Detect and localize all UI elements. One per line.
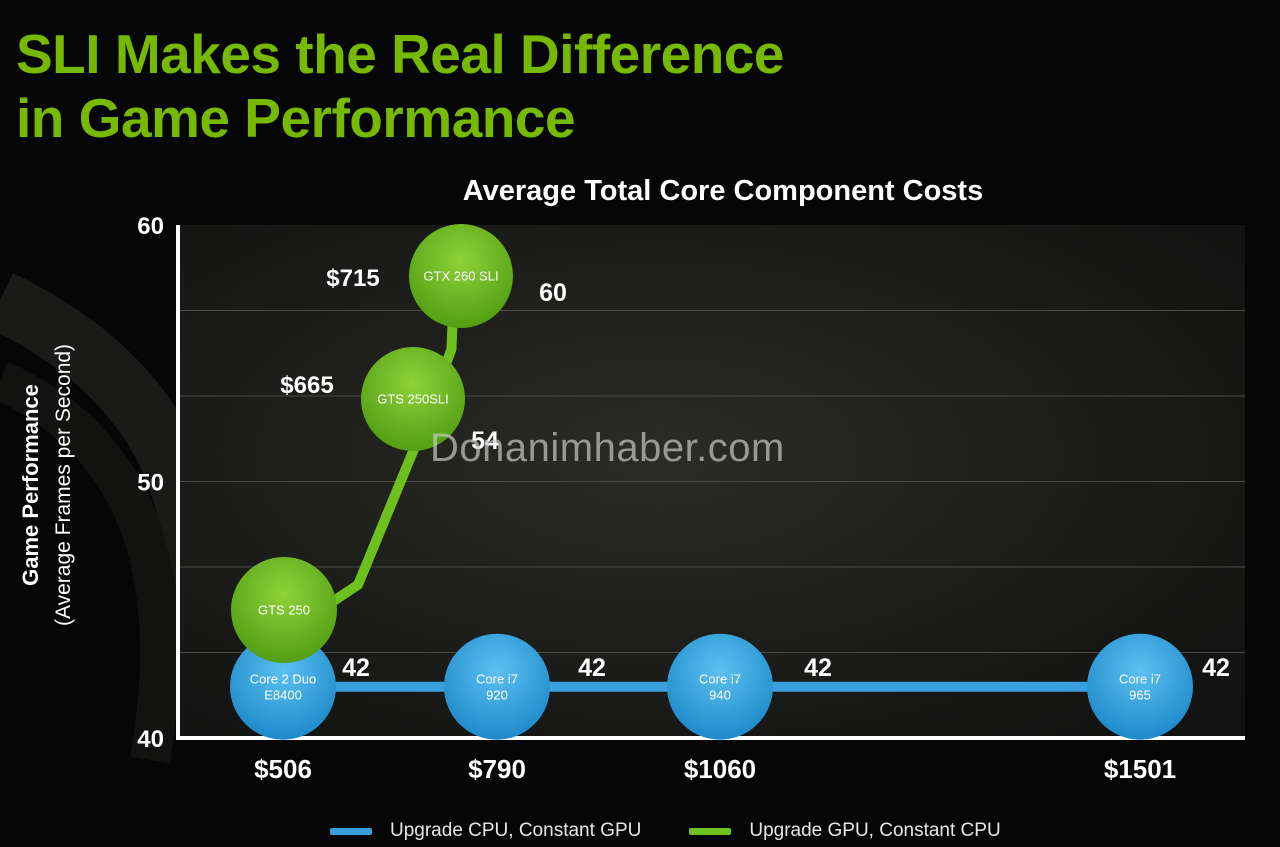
legend-label-cpu: Upgrade CPU, Constant GPU xyxy=(390,820,642,841)
gpu-bubble-2-label: GTS 250SLI xyxy=(377,392,449,407)
slide-title: SLI Makes the Real Difference in Game Pe… xyxy=(16,22,785,150)
x-tick-label: $506 xyxy=(254,754,312,784)
legend-item-gpu: Upgrade GPU, Constant CPU xyxy=(689,820,1001,842)
x-tick-label: $1060 xyxy=(684,754,756,784)
legend-swatch-cpu xyxy=(330,827,372,835)
cpu-bubble-3-label: 940 xyxy=(709,687,731,702)
cpu-value-label: 42 xyxy=(1202,654,1230,682)
x-tick-label: $1501 xyxy=(1104,754,1176,784)
chart-title: Average Total Core Component Costs xyxy=(463,175,983,207)
cpu-bubble-2-label: 920 xyxy=(486,687,508,702)
cpu-bubble-3 xyxy=(667,633,773,740)
legend-swatch-gpu xyxy=(689,827,732,835)
y-axis-sublabel: (Average Frames per Second) xyxy=(52,344,75,626)
cpu-bubble-2 xyxy=(444,633,550,740)
y-tick-label: 40 xyxy=(137,726,164,753)
cpu-value-label: 42 xyxy=(342,654,370,682)
cpu-value-label: 42 xyxy=(804,654,832,682)
gpu-bubble-1-label: GTS 250 xyxy=(258,603,310,618)
slide-title-line-1: SLI Makes the Real Difference xyxy=(16,23,785,85)
gpu-bubble-3-label: GTX 260 SLI xyxy=(423,269,498,284)
cpu-bubble-4-label: Core i7 xyxy=(1119,671,1161,686)
cpu-bubble-4 xyxy=(1087,633,1193,740)
gpu-bubble-1 xyxy=(231,557,337,663)
gpu-cost-label: $665 xyxy=(280,372,333,399)
gpu-bubble-2 xyxy=(361,347,465,451)
gpu-value-label: 60 xyxy=(539,279,567,307)
legend-item-cpu: Upgrade CPU, Constant GPU xyxy=(330,820,641,842)
gpu-cost-label: $715 xyxy=(326,265,379,292)
cpu-value-label: 42 xyxy=(578,654,606,682)
y-axis-label: Game Performance xyxy=(18,384,43,586)
cpu-bubble-1-label: E8400 xyxy=(264,687,302,702)
chart-legend: Upgrade CPU, Constant GPU Upgrade GPU, C… xyxy=(330,818,1001,844)
cpu-bubble-4-label: 965 xyxy=(1129,687,1151,702)
x-tick-label: $790 xyxy=(468,754,526,784)
y-tick-label: 60 xyxy=(137,213,164,240)
gpu-bubble-3 xyxy=(409,224,513,328)
cpu-bubble-2-label: Core i7 xyxy=(476,671,518,686)
slide-title-line-2: in Game Performance xyxy=(16,87,576,149)
cpu-bubble-1 xyxy=(230,633,336,740)
y-tick-label: 50 xyxy=(137,470,164,497)
gpu-value-label: 54 xyxy=(471,427,499,455)
cpu-bubble-1-label: Core 2 Duo xyxy=(250,671,316,686)
cpu-bubble-3-label: Core i7 xyxy=(699,671,741,686)
legend-label-gpu: Upgrade GPU, Constant CPU xyxy=(749,820,1001,841)
watermark: Donanimhaber.com xyxy=(430,426,785,470)
